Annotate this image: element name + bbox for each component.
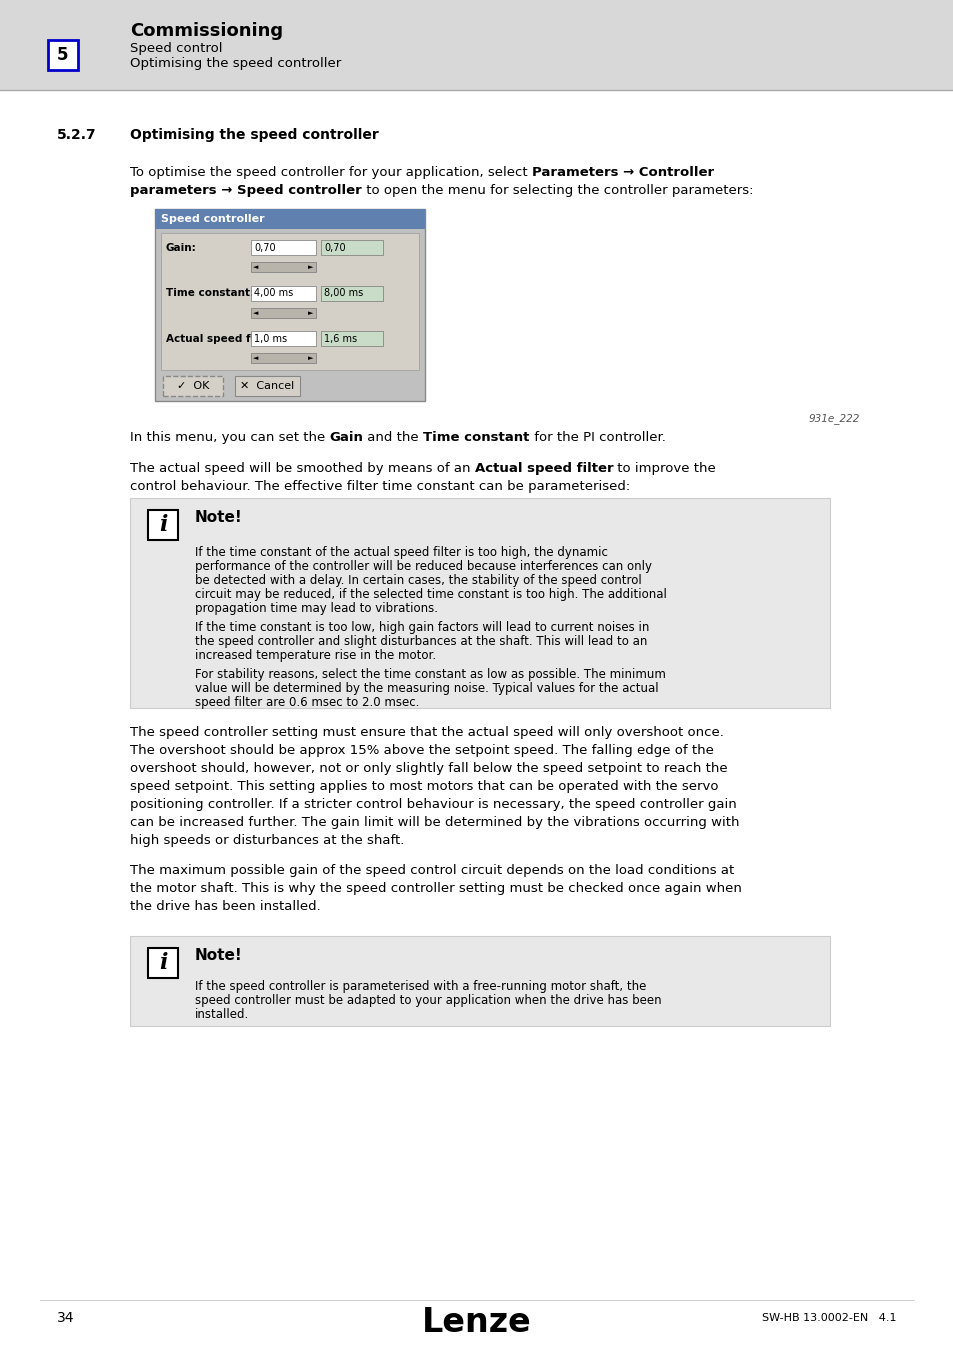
Text: control behaviour. The effective filter time constant can be parameterised:: control behaviour. The effective filter … [130,479,630,493]
Text: positioning controller. If a stricter control behaviour is necessary, the speed : positioning controller. If a stricter co… [130,798,736,810]
Bar [251,308,315,317]
Text: Commissioning: Commissioning [130,22,283,40]
Text: 34: 34 [57,1311,74,1324]
Bar [251,332,315,347]
Text: The actual speed will be smoothed by means of an: The actual speed will be smoothed by mea… [130,462,475,475]
Text: overshoot should, however, not or only slightly fall below the speed setpoint to: overshoot should, however, not or only s… [130,761,727,775]
Text: 0,70: 0,70 [253,243,275,252]
Text: installed.: installed. [194,1007,249,1021]
Text: If the time constant of the actual speed filter is too high, the dynamic: If the time constant of the actual speed… [194,545,607,559]
Text: i: i [158,952,167,973]
Bar [251,354,315,363]
Text: circuit may be reduced, if the selected time constant is too high. The additiona: circuit may be reduced, if the selected … [194,587,666,601]
Bar [0,0,953,90]
Text: Gain: Gain [329,431,363,444]
Bar [154,209,424,401]
Text: ◄: ◄ [253,355,258,362]
Bar [130,498,829,707]
Text: ✓  OK: ✓ OK [176,381,209,392]
Bar [154,209,424,230]
Text: high speeds or disturbances at the shaft.: high speeds or disturbances at the shaft… [130,833,404,846]
Text: Gain:: Gain: [166,243,196,252]
Text: 1,6 ms: 1,6 ms [324,333,356,344]
Text: performance of the controller will be reduced because interferences can only: performance of the controller will be re… [194,560,651,572]
Text: to open the menu for selecting the controller parameters:: to open the menu for selecting the contr… [361,184,753,197]
Text: SW-HB 13.0002-EN   4.1: SW-HB 13.0002-EN 4.1 [761,1314,896,1323]
Text: Optimising the speed controller: Optimising the speed controller [130,128,378,142]
Text: ►: ► [307,355,313,362]
Text: speed setpoint. This setting applies to most motors that can be operated with th: speed setpoint. This setting applies to … [130,779,718,792]
Text: Note!: Note! [194,510,242,525]
Text: If the speed controller is parameterised with a free-running motor shaft, the: If the speed controller is parameterised… [194,980,646,992]
Text: ✕  Cancel: ✕ Cancel [240,381,294,392]
Text: Time constant:: Time constant: [166,289,253,298]
Text: In this menu, you can set the: In this menu, you can set the [130,431,329,444]
Text: Note!: Note! [194,948,242,963]
Text: To optimise the speed controller for your application, select: To optimise the speed controller for you… [130,166,532,180]
Bar [130,936,829,1026]
Bar [163,377,223,396]
Text: speed filter are 0.6 msec to 2.0 msec.: speed filter are 0.6 msec to 2.0 msec. [194,695,419,709]
Bar [251,240,315,255]
Bar [161,234,418,370]
Text: speed controller must be adapted to your application when the drive has been: speed controller must be adapted to your… [194,994,661,1007]
Bar [251,262,315,273]
Text: increased temperature rise in the motor.: increased temperature rise in the motor. [194,648,436,662]
Text: Optimising the speed controller: Optimising the speed controller [130,57,341,70]
Text: the speed controller and slight disturbances at the shaft. This will lead to an: the speed controller and slight disturba… [194,634,647,648]
Text: Actual speed filter: Actual speed filter [475,462,613,475]
Text: ►: ► [307,309,313,316]
Text: parameters → Speed controller: parameters → Speed controller [130,184,361,197]
Bar [48,40,78,70]
Text: If the time constant is too low, high gain factors will lead to current noises i: If the time constant is too low, high ga… [194,621,649,633]
Text: The speed controller setting must ensure that the actual speed will only oversho: The speed controller setting must ensure… [130,725,723,738]
Text: propagation time may lead to vibrations.: propagation time may lead to vibrations. [194,602,437,614]
Bar [251,286,315,301]
Text: 931e_222: 931e_222 [808,413,859,424]
Text: Parameters → Controller: Parameters → Controller [532,166,713,180]
Bar [234,377,299,396]
Text: 4,00 ms: 4,00 ms [253,289,293,298]
Bar [148,509,178,540]
Text: ◄: ◄ [253,265,258,270]
Text: the motor shaft. This is why the speed controller setting must be checked once a: the motor shaft. This is why the speed c… [130,882,741,895]
Text: The overshoot should be approx 15% above the setpoint speed. The falling edge of: The overshoot should be approx 15% above… [130,744,713,756]
Text: Lenze: Lenze [421,1305,532,1338]
Bar [148,948,178,977]
Bar [320,332,382,347]
Text: be detected with a delay. In certain cases, the stability of the speed control: be detected with a delay. In certain cas… [194,574,641,587]
Bar [320,286,382,301]
Text: The maximum possible gain of the speed control circuit depends on the load condi: The maximum possible gain of the speed c… [130,864,734,876]
Text: 0,70: 0,70 [324,243,345,252]
Text: can be increased further. The gain limit will be determined by the vibrations oc: can be increased further. The gain limit… [130,815,739,829]
Text: for the PI controller.: for the PI controller. [529,431,665,444]
Text: ◄: ◄ [253,309,258,316]
Text: to improve the: to improve the [613,462,716,475]
Text: 5: 5 [57,46,69,63]
Text: value will be determined by the measuring noise. Typical values for the actual: value will be determined by the measurin… [194,682,658,695]
Text: and the: and the [363,431,423,444]
Text: Speed controller: Speed controller [161,215,264,224]
Text: i: i [158,513,167,536]
Text: 1,0 ms: 1,0 ms [253,333,287,344]
Bar [320,240,382,255]
Text: Actual speed filter:: Actual speed filter: [166,333,279,344]
Text: ►: ► [307,265,313,270]
Text: 8,00 ms: 8,00 ms [324,289,363,298]
Text: 5.2.7: 5.2.7 [57,128,96,142]
Text: Speed control: Speed control [130,42,222,55]
Text: the drive has been installed.: the drive has been installed. [130,899,320,913]
Text: Time constant: Time constant [423,431,529,444]
Text: For stability reasons, select the time constant as low as possible. The minimum: For stability reasons, select the time c… [194,668,665,680]
